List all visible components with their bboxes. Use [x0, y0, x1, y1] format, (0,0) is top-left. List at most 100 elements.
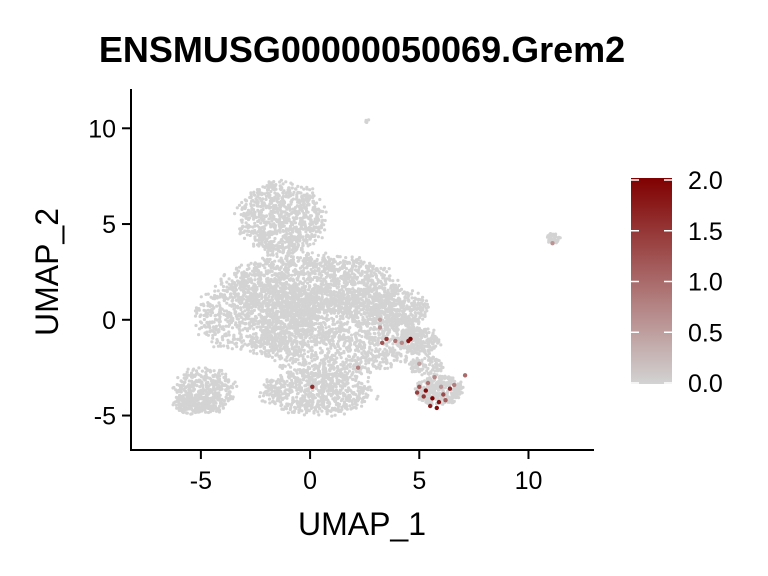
cell-point — [217, 329, 221, 333]
cell-point — [311, 316, 315, 320]
cell-point — [285, 211, 289, 215]
cell-point — [267, 339, 271, 343]
cell-point — [357, 256, 362, 260]
cell-point — [275, 344, 280, 348]
cell-point — [290, 260, 294, 265]
cell-point — [320, 325, 325, 329]
cell-point — [330, 355, 334, 359]
cell-point — [353, 364, 357, 368]
cell-point — [240, 312, 244, 316]
cell-point — [269, 266, 273, 270]
cell-point — [239, 307, 243, 312]
cell-point — [235, 317, 239, 321]
cell-point — [257, 313, 261, 317]
cell-point — [261, 324, 265, 328]
cell-point — [294, 324, 298, 328]
cell-point — [257, 212, 261, 217]
cell-point — [312, 357, 317, 361]
cell-point — [282, 275, 286, 279]
cell-point — [215, 304, 219, 308]
cell-point — [234, 305, 238, 309]
cell-point — [283, 246, 287, 250]
cell-point — [337, 262, 341, 266]
cell-point — [280, 270, 284, 274]
cell-point — [368, 370, 373, 374]
cell-point — [375, 290, 379, 294]
cell-point — [348, 307, 352, 311]
cell-point — [278, 184, 282, 188]
cell-point — [331, 267, 335, 271]
cell-point — [243, 326, 247, 330]
cell-point — [246, 335, 250, 339]
cell-point — [294, 225, 298, 229]
cell-point — [290, 227, 294, 231]
cell-point — [302, 361, 306, 365]
cell-point — [313, 262, 317, 266]
cell-point — [211, 296, 215, 300]
cell-point — [262, 329, 266, 333]
cell-point — [291, 258, 295, 262]
cell-point — [311, 300, 315, 305]
cell-point — [266, 313, 270, 317]
cell-point — [308, 214, 312, 218]
cell-point — [229, 292, 233, 296]
cell-point — [253, 262, 258, 266]
cell-point — [271, 309, 275, 313]
cell-point — [348, 311, 352, 315]
cell-point — [275, 311, 279, 315]
cell-point — [295, 285, 299, 289]
cell-point — [323, 218, 327, 223]
cell-point — [243, 229, 247, 233]
cell-point — [243, 322, 247, 326]
cell-point — [265, 188, 270, 192]
cell-point — [262, 220, 266, 225]
cell-point — [369, 388, 373, 392]
cell-point — [264, 197, 268, 201]
cell-point — [271, 344, 275, 348]
cell-point — [233, 323, 238, 327]
cell-point — [323, 354, 327, 358]
cell-point — [303, 222, 307, 226]
cell-point — [338, 298, 342, 303]
cell-point — [270, 321, 274, 325]
cell-point — [210, 340, 214, 344]
cell-point — [260, 350, 264, 354]
cell-point — [282, 315, 287, 319]
cell-point — [289, 277, 293, 281]
cell-point — [295, 318, 299, 322]
cell-point — [381, 332, 385, 336]
cell-point — [369, 273, 373, 277]
cell-point — [195, 307, 199, 311]
cell-point — [371, 336, 376, 340]
cell-point — [218, 292, 223, 296]
cell-point — [287, 227, 291, 231]
cell-point — [359, 264, 363, 268]
cell-point — [376, 349, 380, 353]
cell-point — [281, 224, 285, 228]
cell-point — [297, 191, 301, 195]
cell-point — [265, 272, 269, 276]
cell-point — [227, 322, 232, 327]
cell-point — [277, 203, 281, 207]
cell-point — [335, 321, 339, 325]
cell-point — [277, 193, 281, 197]
cell-point — [365, 315, 369, 319]
cell-point — [346, 273, 350, 277]
cell-point — [294, 187, 298, 191]
cell-point — [381, 350, 385, 354]
cell-point — [248, 233, 252, 238]
cell-point — [336, 364, 340, 369]
cell-point — [226, 338, 230, 342]
cell-point — [278, 224, 282, 229]
cell-point — [233, 212, 237, 216]
cell-point — [253, 278, 257, 282]
cell-point — [259, 209, 263, 213]
cell-point — [288, 231, 292, 236]
cell-point — [315, 277, 319, 281]
cell-point — [304, 209, 309, 213]
cell-point — [332, 367, 336, 371]
cell-point — [268, 212, 272, 216]
cell-point — [283, 283, 287, 287]
cell-point — [259, 191, 263, 195]
